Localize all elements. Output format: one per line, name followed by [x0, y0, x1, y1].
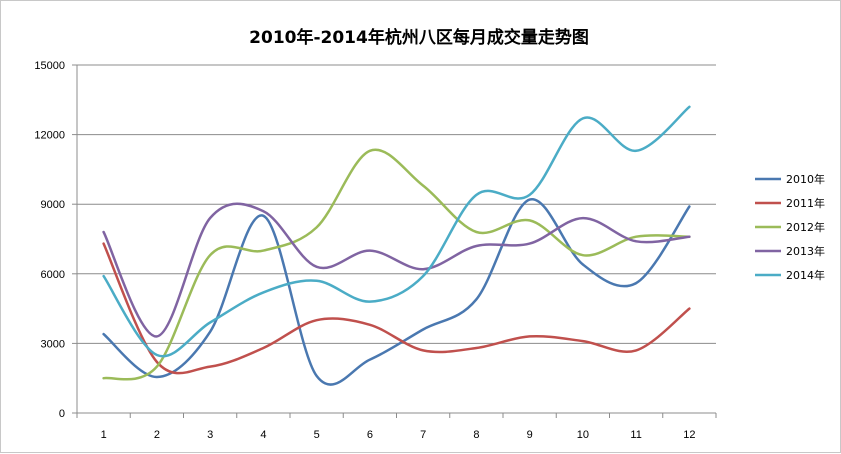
x-tick-label: 1 — [101, 429, 107, 441]
x-tick-label: 9 — [527, 429, 533, 441]
y-tick-label: 6000 — [41, 269, 65, 281]
chart-title: 2010年-2014年杭州八区每月成交量走势图 — [249, 27, 589, 48]
x-tick-label: 11 — [630, 429, 641, 441]
legend-label-1: 2011年 — [786, 196, 825, 210]
series-line-0 — [102, 198, 691, 386]
y-tick-label: 9000 — [41, 199, 65, 211]
x-tick-label: 10 — [577, 429, 589, 441]
x-tick-label: 2 — [154, 429, 160, 441]
series-lines — [102, 105, 691, 386]
series-line-4 — [102, 105, 691, 358]
x-tick-label: 6 — [367, 429, 373, 441]
x-tick-label: 5 — [314, 429, 320, 441]
x-tick-label: 4 — [260, 429, 266, 441]
legend-label-3: 2013年 — [786, 244, 825, 258]
x-tick-label: 12 — [683, 429, 695, 441]
y-tick-label: 15000 — [34, 60, 65, 72]
series-line-2 — [102, 148, 691, 381]
series-line-1 — [102, 242, 691, 375]
legend-label-2: 2012年 — [786, 220, 825, 234]
x-tick-label: 3 — [207, 429, 213, 441]
x-tick-label: 8 — [473, 429, 479, 441]
x-tick-label: 7 — [420, 429, 426, 441]
legend-label-4: 2014年 — [786, 268, 825, 282]
y-tick-label: 0 — [59, 408, 65, 420]
series-line-3 — [102, 202, 691, 338]
y-tick-label: 3000 — [41, 338, 65, 350]
gridlines — [77, 64, 716, 344]
legend-label-0: 2010年 — [786, 172, 825, 186]
y-tick-label: 12000 — [34, 130, 65, 142]
legend: 2010年 2011年 2012年 2013年 2014年 — [755, 172, 825, 282]
